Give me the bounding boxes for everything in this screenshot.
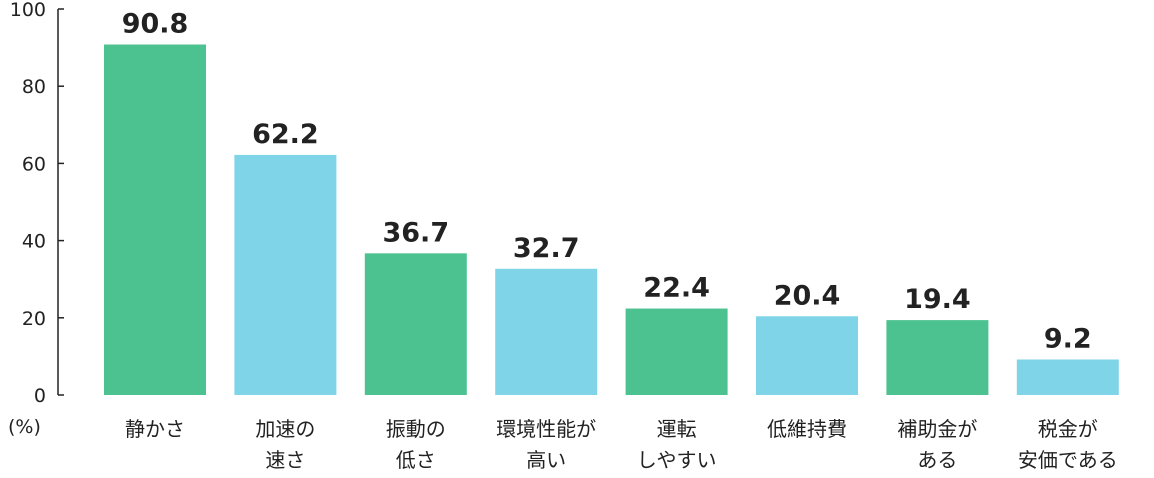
y-tick-label: 0 (34, 385, 46, 407)
data-label: 90.8 (122, 9, 189, 40)
category-label: 環境性能が (496, 417, 596, 441)
category-label: 静かさ (125, 417, 185, 441)
category-label: 振動の (386, 417, 446, 441)
y-tick-label: 60 (22, 153, 46, 175)
bar (495, 268, 598, 395)
y-tick-label: 100 (10, 0, 46, 21)
category-label: ある (917, 448, 957, 472)
category-label: 税金が (1038, 417, 1098, 441)
category-label: 安価である (1018, 448, 1118, 472)
bar (364, 253, 467, 395)
data-label: 36.7 (382, 217, 449, 248)
bar (756, 316, 858, 395)
data-label: 32.7 (513, 233, 580, 264)
category-label: 低さ (396, 448, 436, 472)
category-label: 運転 (657, 417, 697, 441)
category-label: 速さ (265, 448, 305, 472)
bars (104, 44, 1119, 396)
bar (104, 44, 206, 396)
category-label: しやすい (637, 448, 717, 472)
value-labels: 90.8 62.2 36.7 32.7 22.4 20.4 19.4 9.2 (122, 9, 1092, 355)
data-label: 19.4 (904, 284, 971, 315)
data-label: 62.2 (252, 119, 319, 150)
category-label: 低維持費 (767, 417, 847, 441)
bar (625, 308, 728, 395)
y-tick-label: 40 (22, 231, 46, 253)
data-label: 20.4 (774, 280, 841, 311)
y-unit-label: (%) (8, 416, 41, 438)
y-axis: 0 20 40 60 80 100 (10, 0, 64, 407)
data-label: 22.4 (643, 273, 710, 304)
bar (1016, 359, 1119, 395)
category-label: 高い (526, 448, 566, 472)
y-tick-label: 80 (22, 76, 46, 98)
category-label: 加速の (255, 417, 315, 441)
y-tick-label: 20 (22, 308, 46, 330)
bar (234, 154, 337, 395)
category-label: 補助金が (897, 417, 977, 441)
bar (886, 320, 989, 395)
data-label: 9.2 (1044, 323, 1092, 354)
